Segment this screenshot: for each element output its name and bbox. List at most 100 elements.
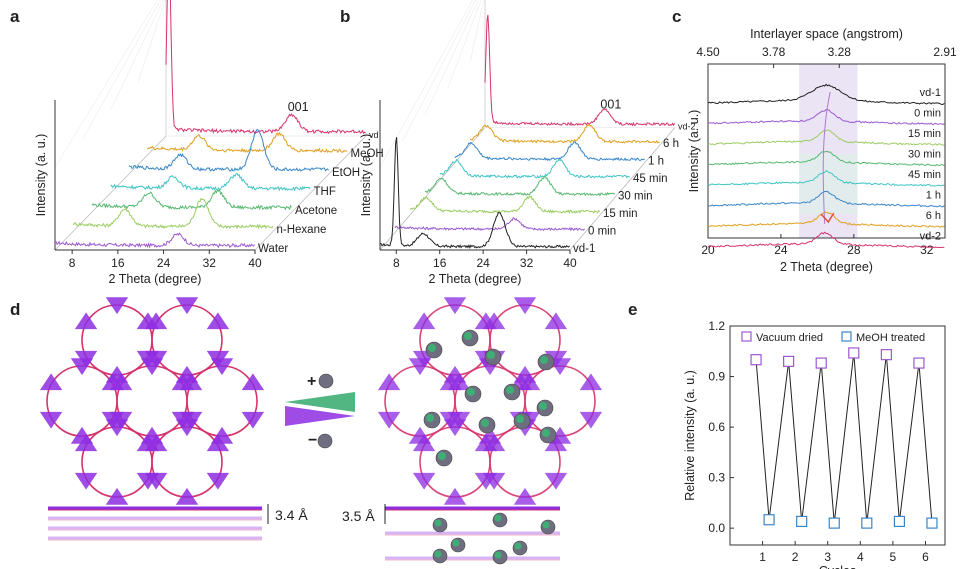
x-tick-label: 32	[920, 243, 934, 257]
triangle-node	[482, 472, 506, 490]
grid-line	[110, 0, 164, 111]
triangle-node	[513, 297, 537, 315]
triangle-node	[175, 487, 199, 505]
series-label: vd-2	[920, 231, 941, 243]
series-label: vd	[369, 130, 379, 140]
depth-axis-left	[379, 127, 486, 251]
legend-label-vacuum: Vacuum dried	[756, 332, 823, 344]
series-line	[707, 169, 945, 187]
triangle-node	[377, 411, 401, 429]
pore-ring	[384, 365, 456, 437]
pore-ring	[81, 304, 153, 376]
series-line-45-min	[439, 158, 630, 179]
triangle-node	[544, 434, 568, 452]
triangle-node	[210, 358, 234, 376]
triangle-node	[74, 434, 98, 452]
plot-frame	[707, 63, 946, 239]
triangle-node	[513, 487, 537, 505]
meoh-treated-point	[796, 515, 808, 528]
meoh-treated-point	[926, 517, 938, 529]
y-axis-label: Intensity (a. u.)	[359, 134, 373, 217]
series-line-etoh	[128, 128, 329, 172]
x-tick-label: 6	[922, 550, 929, 564]
panel-label-b: b	[340, 7, 350, 26]
series-line	[707, 211, 945, 229]
pore-ring	[151, 304, 223, 376]
x-axis-label: 2 Theta (degree)	[429, 272, 522, 286]
triangle-node	[579, 411, 603, 429]
series-line-15-min	[409, 195, 600, 214]
ion-core	[542, 429, 550, 437]
series-label: Acetone	[295, 205, 337, 217]
depth-axis-right	[569, 127, 676, 251]
depth-axis-right	[254, 135, 367, 251]
triangle-node	[517, 373, 541, 391]
series-line-water	[55, 232, 255, 249]
panel-label-c: c	[672, 7, 681, 26]
triangle-node	[105, 487, 129, 505]
series-label: 0 min	[914, 108, 941, 120]
series-label: 1 h	[926, 190, 941, 202]
series-label: 0 min	[588, 226, 616, 238]
grid-line	[402, 0, 476, 142]
triangle-node	[412, 434, 436, 452]
pore-ring	[524, 365, 596, 437]
series-line	[707, 231, 945, 249]
y-axis-label: Relative intensity (a. u.)	[683, 370, 697, 501]
series-line-meoh	[147, 131, 348, 154]
ion-core	[514, 542, 522, 550]
triangle-node	[482, 312, 506, 330]
grid-line	[447, 0, 482, 89]
x-tick-label: 40	[563, 256, 577, 270]
panel-label-a: a	[10, 7, 20, 26]
triangle-node	[140, 358, 164, 376]
series-label: 45 min	[633, 173, 668, 185]
x-tick-label: 16	[433, 256, 447, 270]
ion-core	[452, 539, 460, 547]
legend-marker-meoh	[841, 331, 852, 342]
triangle-node	[144, 472, 168, 490]
top-axis-title: Interlayer space (angstrom)	[750, 27, 903, 41]
triangle-node	[544, 472, 568, 490]
remove-arrow	[285, 406, 355, 426]
x-tick-label: 24	[476, 256, 490, 270]
x-tick-label: 24	[774, 243, 788, 257]
meoh-treated-point	[763, 514, 775, 526]
series-label: n-Hexane	[277, 224, 327, 236]
highlight-band-green	[799, 154, 858, 214]
triangle-node	[74, 472, 98, 490]
x-tick-label: 40	[248, 256, 262, 270]
meoh-treated-point	[828, 517, 840, 529]
peak-label-001: 001	[600, 98, 621, 112]
triangle-node	[105, 419, 129, 437]
series-label: 6 h	[663, 138, 679, 150]
triangle-node	[544, 312, 568, 330]
grid-line	[379, 0, 473, 168]
pore-ring	[46, 365, 118, 437]
x-tick-label: 16	[111, 256, 125, 270]
series-line-acetone	[91, 188, 292, 211]
y-axis-label: Intensity (a. u.)	[687, 110, 701, 193]
connecting-line	[755, 352, 933, 524]
series-label: EtOH	[332, 167, 360, 179]
triangle-node	[443, 487, 467, 505]
triangle-node	[175, 297, 199, 315]
depth-axis-left	[54, 135, 167, 251]
top-tick-label: 3.28	[828, 45, 852, 59]
x-axis-label: 2 Theta (degree)	[109, 272, 202, 286]
triangle-node	[105, 297, 129, 315]
x-tick-label: 2	[792, 550, 799, 564]
panel-c-chart: Interlayer space (angstrom) 4.50 3.78 3.28 2…	[687, 27, 957, 274]
triangle-node	[408, 358, 432, 376]
pore-ring	[186, 365, 258, 437]
triangle-node	[412, 312, 436, 330]
panel-label-d: d	[10, 300, 20, 319]
triangle-node	[109, 373, 133, 391]
meoh-treated-point	[893, 515, 905, 528]
y-axis-label: Intensity (a. u.)	[34, 134, 48, 217]
ion-core	[426, 414, 434, 422]
triangle-node	[447, 373, 471, 391]
top-tick-label: 4.50	[696, 45, 720, 59]
ion-core	[487, 351, 495, 359]
minus-sign: −	[308, 432, 317, 449]
